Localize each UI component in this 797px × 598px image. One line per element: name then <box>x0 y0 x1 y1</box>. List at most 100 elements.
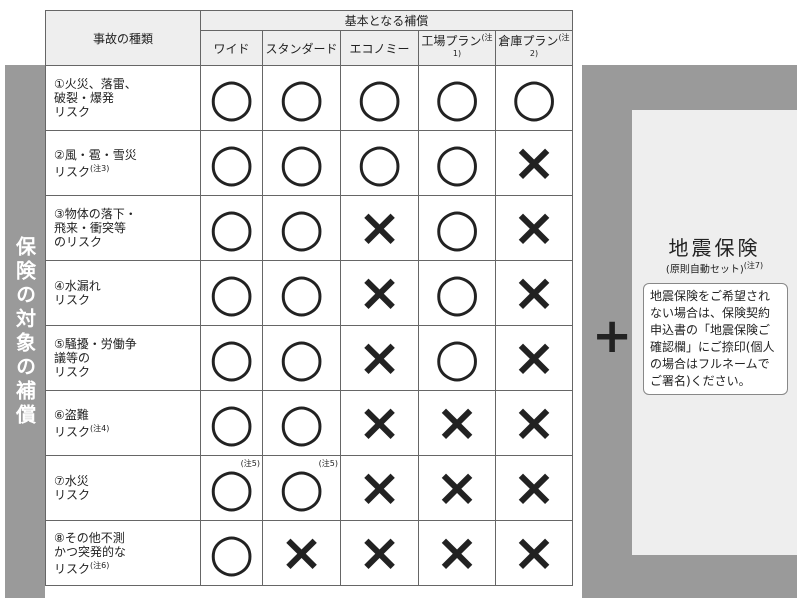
mark-cell: ○ <box>418 65 496 131</box>
mark-cell: ○ <box>418 195 496 261</box>
label-line: ⑦水災 <box>54 474 200 488</box>
row-label: ⑥盗難 リスク(注4) <box>45 390 201 456</box>
mark: ○ <box>278 393 325 453</box>
mark-cell: ○ (注5) <box>200 455 263 521</box>
mark-cell: ○ <box>418 260 496 326</box>
mark: ○ <box>278 68 325 128</box>
eq-body: 地震保険をご希望されない場合は、保険契約申込書の「地震保険ご確認欄」にご捺印(個… <box>643 283 788 395</box>
label-text: ③物体の落下・ <box>54 207 137 221</box>
label-text: ⑤騒擾・労働争 <box>54 337 137 351</box>
mark-note: (注5) <box>240 459 260 468</box>
label-text: リスク <box>54 164 91 179</box>
label-text: ④水漏れ <box>54 279 101 293</box>
mark: ○ <box>208 328 255 388</box>
label-line: ⑥盗難 <box>54 408 200 422</box>
column-name: エコノミー <box>349 41 410 56</box>
label-text: リスク <box>54 293 91 307</box>
label-text: ①火災、落雷、 <box>54 77 137 91</box>
coverage-table: 事故の種類 基本となる補償 ワイド スタンダード エコノミー 工場プラン(注1) 倉庫プラ… <box>45 10 573 586</box>
column-header: エコノミー <box>340 30 419 66</box>
column-name: 工場プラン <box>421 34 482 48</box>
label-line: ④水漏れ <box>54 279 200 293</box>
label-note: (注3) <box>90 163 110 173</box>
eq-title: 地震保険 <box>668 236 761 260</box>
row: ①火災、落雷、 破裂・爆発 リスク ○ ○ ○ ○ ○ <box>45 65 573 131</box>
row: ②風・雹・雪災 リスク(注3) ○ ○ ○ ○ × <box>45 130 573 196</box>
column-name: ワイド <box>213 41 250 56</box>
label-line: リスク <box>54 365 200 379</box>
row-label: ③物体の落下・ 飛来・衝突等 のリスク <box>45 195 201 261</box>
mark: × <box>512 328 556 388</box>
label-line: ①火災、落雷、 <box>54 77 200 91</box>
row: ⑤騒擾・労働争 議等の リスク ○ ○ × ○ × <box>45 325 573 391</box>
mark: ○ <box>278 133 325 193</box>
label-text: ②風・雹・雪災 <box>54 147 137 162</box>
label-line: ⑧その他不測 <box>54 531 200 545</box>
plus: + <box>592 308 633 364</box>
column-header: スタンダード <box>262 30 341 66</box>
mark-cell: × <box>418 390 496 456</box>
mark-cell: ○ <box>200 65 263 131</box>
mark: × <box>279 523 324 583</box>
label-line: ②風・雹・雪災 <box>54 148 200 162</box>
mark: ○ <box>278 198 325 258</box>
mark-cell: ○ <box>340 65 419 131</box>
label-text: リスク <box>54 365 91 379</box>
mark-cell: × <box>262 520 341 586</box>
mark: × <box>435 393 479 453</box>
mark: ○ <box>434 328 480 388</box>
mark-cell: ○ <box>200 130 263 196</box>
mark-cell: ○ <box>200 260 263 326</box>
mark: × <box>357 198 402 258</box>
mark: ○ <box>356 133 403 193</box>
mark-cell: ○ <box>495 65 573 131</box>
label-text: リスク <box>54 488 91 502</box>
mark-cell: ○ <box>340 130 419 196</box>
label-text: 飛来・衝突等 <box>54 221 127 235</box>
mark-cell: ○ (注5) <box>262 455 341 521</box>
row-label: ⑧その他不測 かつ突発的な リスク(注6) <box>45 520 201 586</box>
label-line: ⑤騒擾・労働争 <box>54 337 200 351</box>
mark-cell: × <box>495 195 573 261</box>
mark-cell: × <box>495 455 573 521</box>
label-line: リスク <box>54 105 200 119</box>
row-label: ④水漏れ リスク <box>45 260 201 326</box>
mark-cell: ○ <box>200 520 263 586</box>
mark-cell: × <box>418 520 496 586</box>
mark: ○ <box>208 133 255 193</box>
label-text: ⑧その他不測 <box>54 530 125 545</box>
eq-subtitle: (原則自動セット)(注7) <box>632 260 797 275</box>
mark: ○ <box>434 133 480 193</box>
column-name: 倉庫プラン <box>498 34 559 48</box>
column-header: 倉庫プラン(注2) <box>495 30 573 66</box>
mark-cell: × <box>340 455 419 521</box>
mark-cell: × <box>495 260 573 326</box>
label-line: のリスク <box>54 235 200 249</box>
mark-cell: × <box>495 130 573 196</box>
mark: × <box>357 328 402 388</box>
mark-cell: ○ <box>418 325 496 391</box>
label-text: リスク <box>54 561 91 576</box>
mark-cell: × <box>495 520 573 586</box>
mark: ○ <box>278 328 325 388</box>
mark: ○ <box>208 68 255 128</box>
label-text: かつ突発的な <box>54 544 127 559</box>
column-header: ワイド <box>200 30 263 66</box>
mark-cell: ○ <box>262 65 341 131</box>
label-line: かつ突発的な <box>54 545 200 559</box>
label-text: リスク <box>54 105 91 119</box>
eq-note: (注7) <box>743 261 764 270</box>
mark: × <box>357 523 402 583</box>
label-text: 破裂・爆発 <box>54 91 115 105</box>
mark-cell: × <box>340 390 419 456</box>
mark: ○ <box>278 458 325 518</box>
column-note: (注2) <box>529 33 570 58</box>
label-line: リスク(注4) <box>54 422 200 439</box>
row: ③物体の落下・ 飛来・衝突等 のリスク ○ ○ × ○ × <box>45 195 573 261</box>
kind-header: 事故の種類 <box>45 10 201 66</box>
label-note: (注6) <box>90 560 110 570</box>
column-name: スタンダード <box>265 41 338 56</box>
mark: ○ <box>434 198 480 258</box>
eq-sub: (原則自動セット) <box>665 264 744 276</box>
